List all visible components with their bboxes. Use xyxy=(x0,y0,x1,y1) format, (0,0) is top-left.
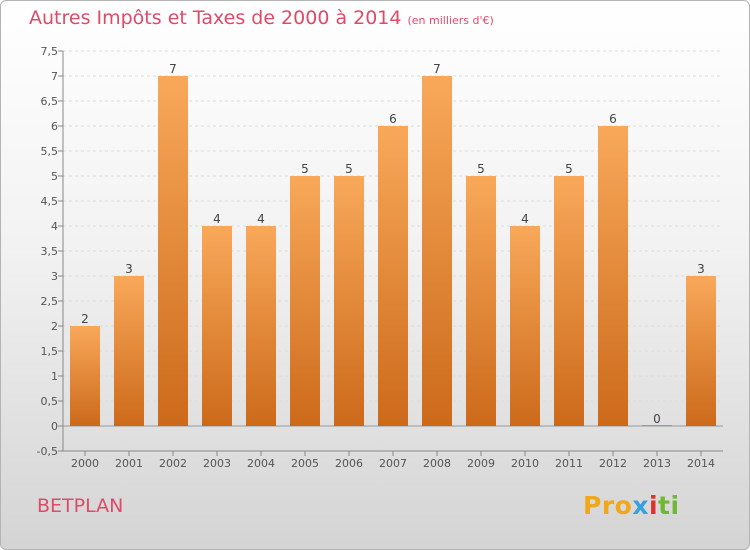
x-tick-label: 2001 xyxy=(115,457,143,470)
x-tick-label: 2008 xyxy=(423,457,451,470)
data-label-2008: 7 xyxy=(433,62,441,76)
chart-subtitle: (en milliers d'€) xyxy=(407,14,494,27)
bar-2007 xyxy=(378,126,408,426)
y-tick-label: 0,5 xyxy=(41,395,59,408)
x-tick-label: 2006 xyxy=(335,457,363,470)
data-label-2013: 0 xyxy=(653,412,661,426)
bar-2002 xyxy=(158,76,188,426)
data-label-2004: 4 xyxy=(257,212,265,226)
x-tick-label: 2003 xyxy=(203,457,231,470)
data-label-2002: 7 xyxy=(169,62,177,76)
bars xyxy=(70,76,716,426)
data-label-2000: 2 xyxy=(81,312,89,326)
y-tick-label: 4 xyxy=(51,220,58,233)
x-tick-label: 2007 xyxy=(379,457,407,470)
x-tick-label: 2009 xyxy=(467,457,495,470)
data-label-2007: 6 xyxy=(389,112,397,126)
logo-part-1: Pro xyxy=(583,491,633,520)
data-label-2006: 5 xyxy=(345,162,353,176)
bar-2013 xyxy=(642,425,672,426)
y-tick-label: 5,5 xyxy=(41,145,59,158)
commune-name: BETPLAN xyxy=(37,495,124,517)
y-tick-label: 6,5 xyxy=(41,95,59,108)
bar-2012 xyxy=(598,126,628,426)
y-tick-label: 7,5 xyxy=(41,45,59,58)
y-tick-label: 1,5 xyxy=(41,345,59,358)
bar-2011 xyxy=(554,176,584,426)
data-label-2014: 3 xyxy=(697,262,705,276)
bar-2008 xyxy=(422,76,452,426)
y-tick-label: 1 xyxy=(51,370,58,383)
data-label-2005: 5 xyxy=(301,162,309,176)
y-tick-label: 7 xyxy=(51,70,58,83)
data-label-2009: 5 xyxy=(477,162,485,176)
data-label-2003: 4 xyxy=(213,212,221,226)
bar-2003 xyxy=(202,226,232,426)
bar-2004 xyxy=(246,226,276,426)
y-tick-label: 3,5 xyxy=(41,245,59,258)
chart-title-text: Autres Impôts et Taxes de 2000 à 2014 xyxy=(29,7,402,29)
logo-part-4: ti xyxy=(658,491,680,520)
data-label-2012: 6 xyxy=(609,112,617,126)
y-tick-label: 2,5 xyxy=(41,295,59,308)
y-tick-label: 2 xyxy=(51,320,58,333)
x-tick-label: 2011 xyxy=(555,457,583,470)
proxiti-logo[interactable]: Proxiti xyxy=(583,491,680,520)
x-tick-label: 2012 xyxy=(599,457,627,470)
x-tick-label: 2000 xyxy=(71,457,99,470)
x-tick-label: 2014 xyxy=(687,457,715,470)
bar-2009 xyxy=(466,176,496,426)
bar-2014 xyxy=(686,276,716,426)
y-tick-label: 6 xyxy=(51,120,58,133)
y-tick-label: 5 xyxy=(51,170,58,183)
data-label-2011: 5 xyxy=(565,162,573,176)
x-tick-label: 2013 xyxy=(643,457,671,470)
axes: -0,5 0 0,5 1 1,5 2 2,5 3 3,5 4 4,5 5 5,5 6 6,5 7 7,5 2000… xyxy=(37,45,723,470)
bar-2001 xyxy=(114,276,144,426)
bar-2005 xyxy=(290,176,320,426)
x-tick-label: 2010 xyxy=(511,457,539,470)
x-tick-label: 2002 xyxy=(159,457,187,470)
data-label-2001: 3 xyxy=(125,262,133,276)
bar-2010 xyxy=(510,226,540,426)
chart-title: Autres Impôts et Taxes de 2000 à 2014 (en… xyxy=(29,7,494,29)
y-tick-label: -0,5 xyxy=(37,445,58,458)
logo-part-3: i xyxy=(648,491,659,520)
y-tick-label: 0 xyxy=(51,420,58,433)
x-tick-label: 2005 xyxy=(291,457,319,470)
y-tick-label: 4,5 xyxy=(41,195,59,208)
y-tick-label: 3 xyxy=(51,270,58,283)
data-label-2010: 4 xyxy=(521,212,529,226)
data-labels: 2 3 7 4 4 5 5 6 7 5 4 5 6 0 3 xyxy=(81,62,705,426)
bar-2000 xyxy=(70,326,100,426)
bar-2006 xyxy=(334,176,364,426)
logo-part-2: x xyxy=(632,491,649,520)
x-tick-label: 2004 xyxy=(247,457,275,470)
